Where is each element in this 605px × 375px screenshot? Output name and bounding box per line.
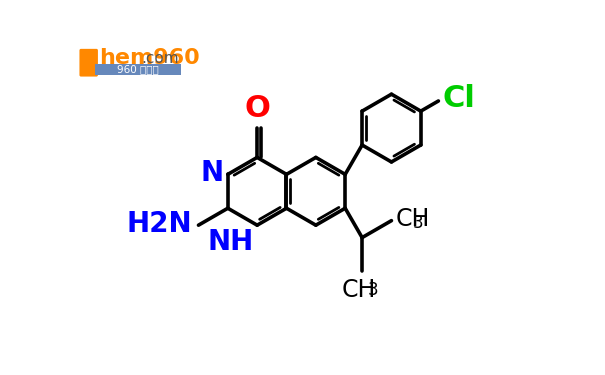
Text: N: N [200, 159, 223, 187]
Text: NH: NH [208, 228, 254, 256]
Text: .com: .com [142, 51, 180, 66]
FancyBboxPatch shape [79, 49, 98, 76]
FancyBboxPatch shape [95, 64, 181, 75]
Text: CH: CH [396, 207, 430, 231]
Text: O: O [244, 94, 270, 123]
Text: 3: 3 [413, 214, 424, 232]
Text: Cl: Cl [442, 84, 475, 113]
Text: CH: CH [342, 278, 376, 302]
Text: 960 化工网: 960 化工网 [117, 64, 159, 75]
Text: 3: 3 [368, 282, 378, 300]
Text: H2N: H2N [126, 210, 192, 238]
Text: hem960: hem960 [99, 48, 200, 68]
